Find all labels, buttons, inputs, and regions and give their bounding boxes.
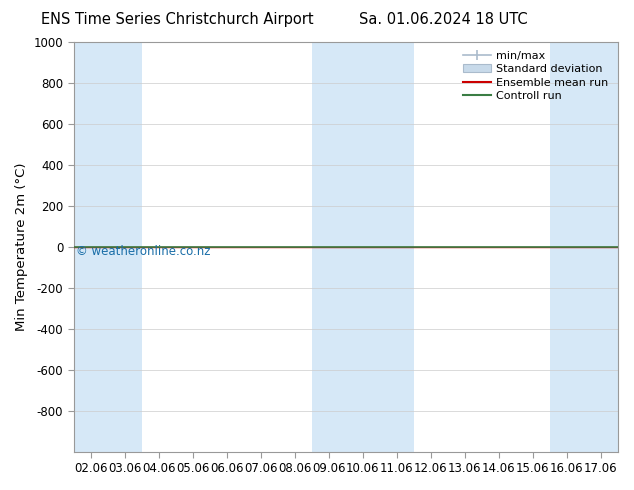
Y-axis label: Min Temperature 2m (°C): Min Temperature 2m (°C) — [15, 163, 28, 331]
Bar — [550, 42, 618, 452]
Text: Sa. 01.06.2024 18 UTC: Sa. 01.06.2024 18 UTC — [359, 12, 528, 27]
Bar — [311, 42, 413, 452]
Bar — [74, 42, 141, 452]
Text: © weatheronline.co.nz: © weatheronline.co.nz — [76, 245, 211, 258]
Text: ENS Time Series Christchurch Airport: ENS Time Series Christchurch Airport — [41, 12, 314, 27]
Legend: min/max, Standard deviation, Ensemble mean run, Controll run: min/max, Standard deviation, Ensemble me… — [460, 48, 612, 104]
